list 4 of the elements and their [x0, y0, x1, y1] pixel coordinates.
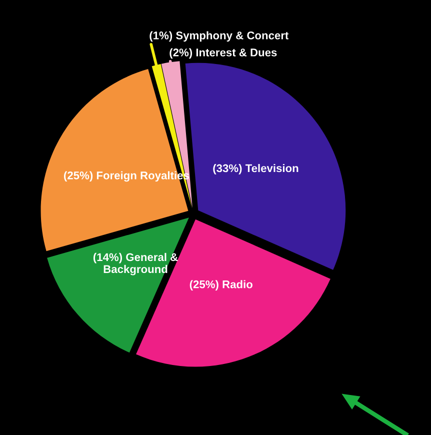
slice-label: (25%) Radio: [190, 280, 252, 290]
slice-label: (2%) Interest & Dues: [170, 48, 277, 59]
slice-label: (33%) Television: [213, 164, 298, 174]
slice-label: (1%) Symphony & Concert: [150, 31, 289, 42]
